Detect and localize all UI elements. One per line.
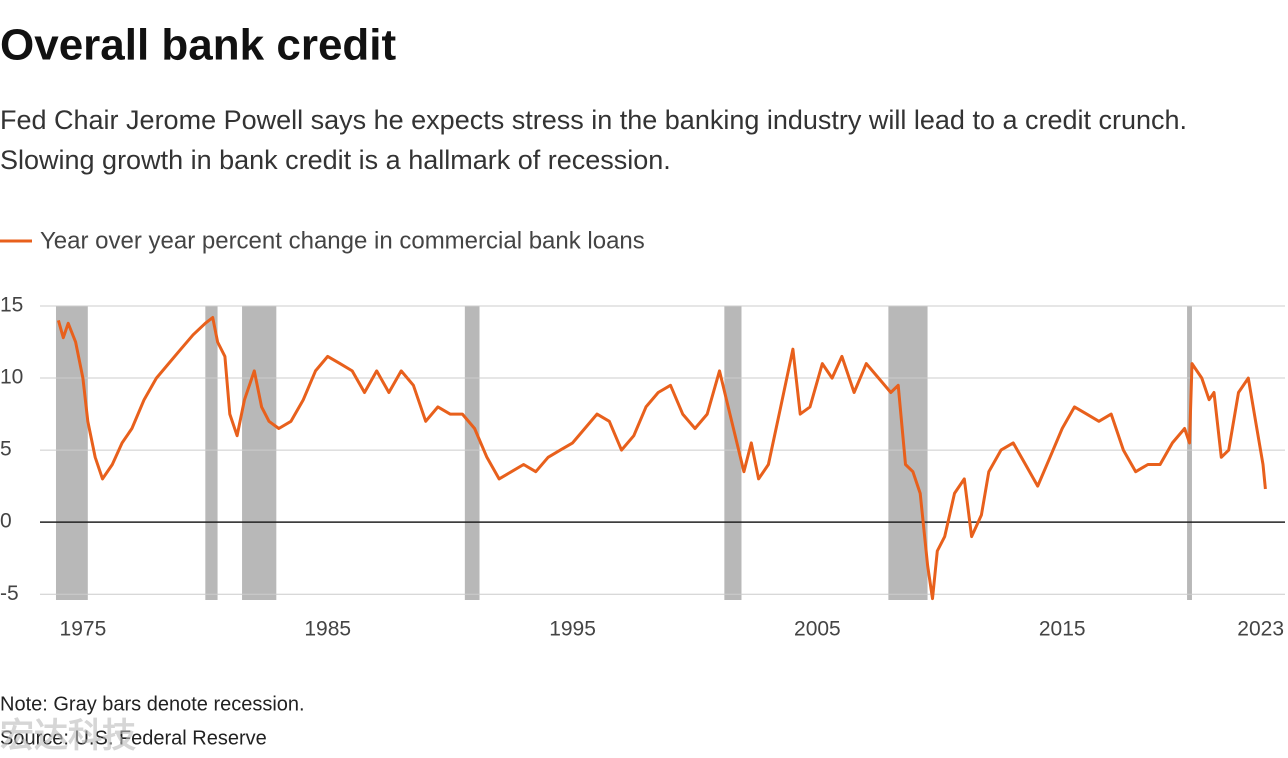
recession-band bbox=[205, 306, 218, 600]
x-tick-label: 1995 bbox=[549, 618, 596, 641]
y-tick-label: 15 bbox=[0, 294, 23, 317]
recession-band bbox=[55, 306, 88, 600]
subtitle-box: Fed Chair Jerome Powell says he expects … bbox=[0, 105, 1188, 175]
y-tick-label: 5 bbox=[0, 438, 12, 461]
note: Note: Gray bars denote recession. bbox=[0, 693, 305, 715]
recession-band bbox=[464, 306, 480, 600]
chart-title: Overall bank credit bbox=[0, 21, 397, 70]
x-tick-label: 2005 bbox=[794, 618, 841, 641]
y-tick-label: -5 bbox=[0, 582, 19, 605]
recession-band bbox=[888, 306, 928, 600]
x-tick-label: 2015 bbox=[1039, 618, 1086, 641]
y-tick-label: 0 bbox=[0, 510, 12, 533]
x-tick-label: 2023 bbox=[1237, 618, 1284, 641]
x-tick-label: 1975 bbox=[60, 618, 107, 641]
recession-band bbox=[242, 306, 277, 600]
source: Source: U.S. Federal Reserve bbox=[0, 727, 267, 749]
recession-band bbox=[1187, 306, 1192, 600]
recession-band bbox=[724, 306, 742, 600]
watermark: 宏达科技 bbox=[0, 716, 136, 755]
data-line bbox=[56, 316, 1267, 601]
y-tick-label: 10 bbox=[0, 366, 23, 389]
x-tick-label: 1985 bbox=[304, 618, 351, 641]
legend-label: Year over year percent change in commerc… bbox=[40, 227, 645, 254]
chart-subtitle: Fed Chair Jerome Powell says he expects … bbox=[0, 105, 1188, 175]
